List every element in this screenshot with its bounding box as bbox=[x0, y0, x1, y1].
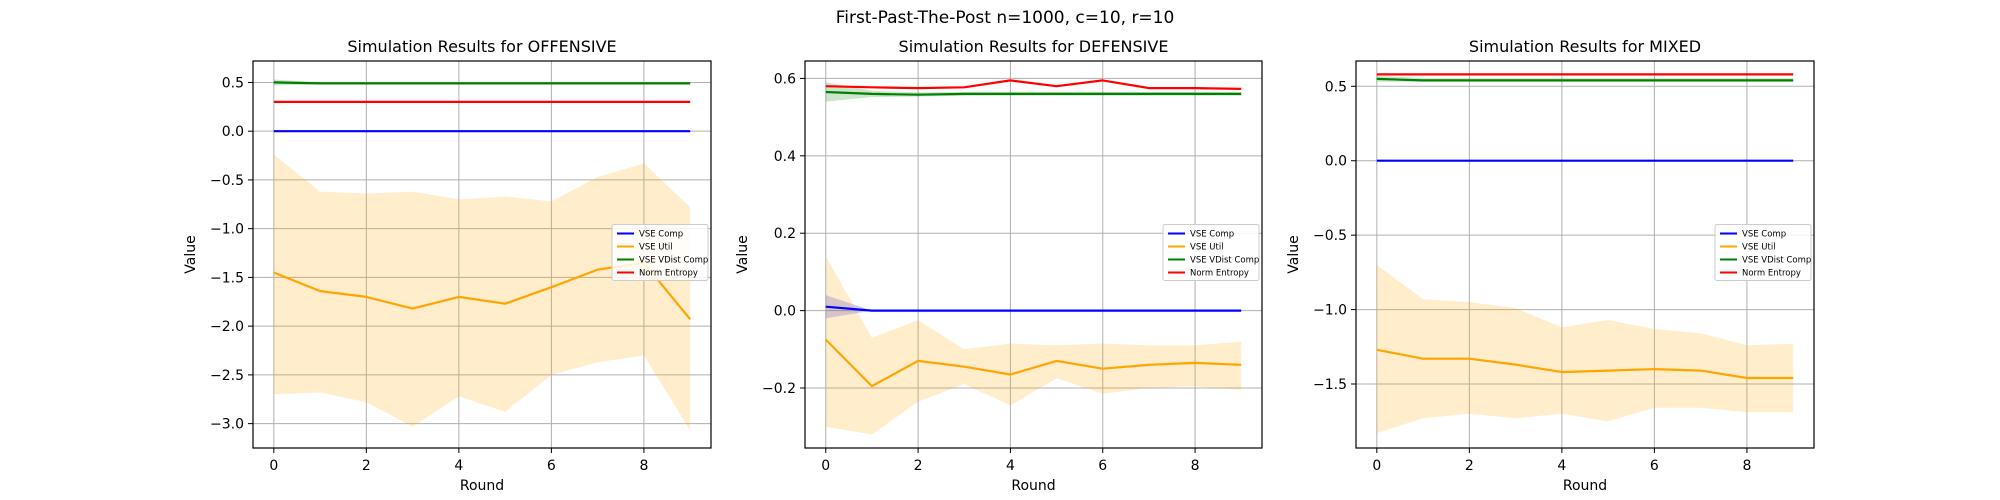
legend-label: VSE Util bbox=[1742, 243, 1776, 253]
legend-label: VSE Comp bbox=[1742, 230, 1786, 240]
y-axis-label: Value bbox=[1286, 235, 1302, 273]
y-tick-label: 0.0 bbox=[222, 124, 244, 140]
y-tick-label: −1.5 bbox=[210, 270, 244, 286]
y-tick-label: −3.0 bbox=[210, 417, 244, 433]
x-tick-label: 6 bbox=[547, 458, 556, 474]
series-line-vse-util bbox=[1376, 348, 1794, 380]
y-tick-label: −1.5 bbox=[1313, 377, 1347, 393]
y-tick-label: 0.2 bbox=[774, 226, 796, 242]
legend-label: VSE Comp bbox=[1190, 230, 1234, 240]
x-tick-label: 8 bbox=[1191, 458, 1200, 474]
series-line-vse-vdist-comp bbox=[825, 90, 1242, 96]
y-tick-label: −0.5 bbox=[1313, 228, 1347, 244]
x-tick-label: 6 bbox=[1650, 458, 1659, 474]
legend-label: Norm Entropy bbox=[639, 269, 698, 279]
x-tick-label: 0 bbox=[1372, 458, 1381, 474]
y-tick-label: −1.0 bbox=[1313, 303, 1347, 319]
y-tick-label: −0.5 bbox=[210, 173, 244, 189]
series-line-vse-comp bbox=[825, 305, 1242, 312]
legend: VSE Comp VSE Util VSE VDist Comp Norm Entro… bbox=[1162, 224, 1260, 281]
band-vse-util bbox=[825, 256, 1242, 435]
axes-frame bbox=[252, 60, 712, 449]
y-tick-label: −2.0 bbox=[210, 319, 244, 335]
y-tick-label: −0.2 bbox=[762, 381, 796, 397]
axes-frame bbox=[804, 60, 1263, 449]
y-tick-label: 0.0 bbox=[774, 304, 796, 320]
legend: VSE Comp VSE Util VSE VDist Comp Norm Entro… bbox=[611, 224, 709, 281]
band-vse-util bbox=[273, 154, 691, 431]
series-line-norm-entropy bbox=[825, 79, 1242, 90]
x-axis-label: Round bbox=[1563, 478, 1607, 494]
legend-label: VSE Util bbox=[1190, 243, 1224, 253]
y-axis-label: Value bbox=[735, 235, 751, 273]
x-axis-label: Round bbox=[460, 478, 504, 494]
subplot-1: 0 2 4 6 8 −3.0 −2.5 −2.0 −1.5 −1.0 −0.5 0.0 0.5 Simul… bbox=[183, 37, 712, 494]
y-tick-label: 0.5 bbox=[1325, 79, 1347, 95]
subplot-3: 0 2 4 6 8 −1.5 −1.0 −0.5 0.0 0.5 Simulation Result… bbox=[1286, 37, 1815, 494]
series-line-vse-util bbox=[825, 338, 1242, 388]
x-axis-label: Round bbox=[1011, 478, 1055, 494]
x-tick-label: 4 bbox=[454, 458, 463, 474]
legend-label: Norm Entropy bbox=[1742, 269, 1801, 279]
x-tick-label: 2 bbox=[914, 458, 923, 474]
legend-label: VSE Comp bbox=[639, 230, 683, 240]
x-tick-label: 2 bbox=[362, 458, 371, 474]
x-tick-label: 8 bbox=[639, 458, 648, 474]
legend-label: VSE VDist Comp bbox=[1190, 256, 1259, 266]
plot-area bbox=[273, 79, 692, 431]
series-line-vse-vdist-comp bbox=[1376, 77, 1794, 82]
x-tick-label: 4 bbox=[1006, 458, 1015, 474]
y-axis-label: Value bbox=[183, 235, 199, 273]
x-tick-label: 4 bbox=[1557, 458, 1566, 474]
y-tick-label: −1.0 bbox=[210, 222, 244, 238]
series-line-vse-vdist-comp bbox=[273, 81, 691, 85]
plot-area bbox=[1376, 73, 1794, 434]
legend: VSE Comp VSE Util VSE VDist Comp Norm Entro… bbox=[1714, 224, 1812, 281]
x-tick-label: 6 bbox=[1098, 458, 1107, 474]
y-tick-label: 0.6 bbox=[774, 71, 796, 87]
y-tick-label: 0.4 bbox=[774, 149, 796, 165]
x-tick-label: 2 bbox=[1465, 458, 1474, 474]
figure-suptitle: First-Past-The-Post n=1000, c=10, r=10 bbox=[836, 8, 1175, 28]
band-vse-util bbox=[1376, 264, 1794, 434]
subplot-title: Simulation Results for DEFENSIVE bbox=[899, 37, 1169, 56]
subplots: 0 2 4 6 8 −3.0 −2.5 −2.0 −1.5 −1.0 −0.5 0.0 0.5 Simul… bbox=[183, 37, 1815, 494]
x-tick-label: 8 bbox=[1742, 458, 1751, 474]
legend-label: VSE VDist Comp bbox=[1742, 256, 1811, 266]
legend-label: Norm Entropy bbox=[1190, 269, 1249, 279]
axes-frame bbox=[1355, 60, 1815, 449]
legend-box bbox=[611, 224, 709, 281]
y-tick-label: 0.0 bbox=[1325, 154, 1347, 170]
legend-label: VSE Util bbox=[639, 243, 673, 253]
legend-box bbox=[1162, 224, 1260, 281]
plot-area bbox=[825, 79, 1242, 435]
subplot-title: Simulation Results for OFFENSIVE bbox=[347, 37, 616, 56]
legend-label: VSE VDist Comp bbox=[639, 256, 708, 266]
y-tick-label: 0.5 bbox=[222, 75, 244, 91]
legend-box bbox=[1714, 224, 1812, 281]
y-tick-label: −2.5 bbox=[210, 368, 244, 384]
subplot-title: Simulation Results for MIXED bbox=[1469, 37, 1701, 56]
x-tick-label: 0 bbox=[821, 458, 830, 474]
x-tick-label: 0 bbox=[269, 458, 278, 474]
subplot-2: 0 2 4 6 8 −0.2 0.0 0.2 0.4 0.6 Simulation Results … bbox=[735, 37, 1263, 494]
